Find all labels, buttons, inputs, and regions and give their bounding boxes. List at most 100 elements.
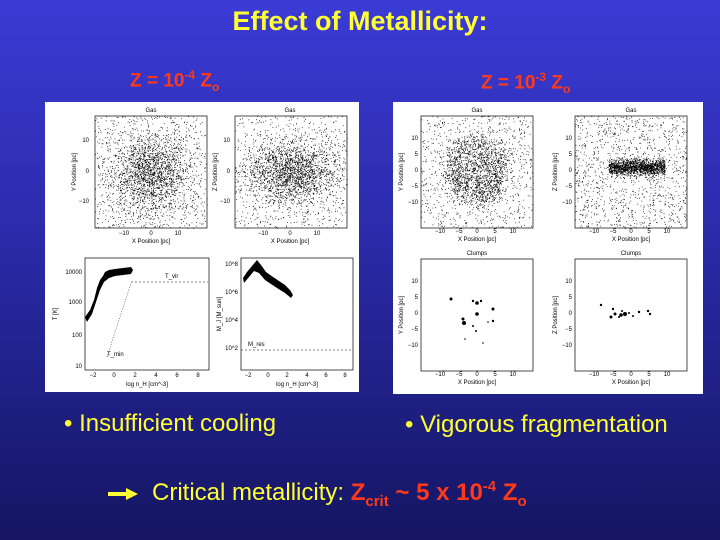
tick-label: 6 <box>175 373 179 379</box>
conclusion-line: Critical metallicity: Zcrit ~ 5 x 10-4 Z… <box>108 478 527 510</box>
axis-label: Z Position [pc] <box>553 296 559 334</box>
left-figure: Gas 10 0 −10 −10 0 10 X Position [pc] Y … <box>45 102 359 392</box>
clump-point <box>628 312 630 314</box>
tick-label: 10 <box>664 372 671 378</box>
tick-label: 8 <box>196 373 200 379</box>
clump-point <box>449 297 453 301</box>
clump-point <box>491 307 495 311</box>
tick-label: −10 <box>79 199 90 205</box>
tick-label: 4 <box>305 373 309 379</box>
tick-label: 0 <box>629 372 633 378</box>
tick-label: −5 <box>610 372 618 378</box>
clump-point <box>609 315 613 319</box>
tick-label: 4 <box>154 373 158 379</box>
left-gas-xy-plot: Gas 10 0 −10 −10 0 10 X Position [pc] Y … <box>72 108 208 245</box>
tick-label: 10^2 <box>225 346 238 352</box>
plot-title: Clumps <box>467 251 487 257</box>
tick-label: 10 <box>314 231 321 237</box>
tick-label: −10 <box>408 343 419 349</box>
axis-label: Z Position [pc] <box>553 153 559 191</box>
arrow-right-icon <box>108 487 138 500</box>
clump-point <box>611 307 615 311</box>
tick-label: 10000 <box>65 270 82 276</box>
critical-metallicity-value: Zcrit ~ 5 x 10-4 Zo <box>350 478 527 510</box>
tick-label: −10 <box>562 200 573 206</box>
tick-label: 2 <box>133 373 137 379</box>
particle-scatter <box>235 116 348 229</box>
axis-label: X Position [pc] <box>458 237 497 243</box>
tick-label: 0 <box>266 373 270 379</box>
right-bullet: • Vigorous fragmentation <box>405 411 668 438</box>
clump-point <box>491 319 495 323</box>
tick-label: 0 <box>86 169 90 175</box>
axis-label: Z Position [pc] <box>213 153 219 191</box>
tick-label: −10 <box>589 372 600 378</box>
clump-point <box>479 299 483 303</box>
clump-point <box>621 310 623 312</box>
conclusion-lead: Critical metallicity: <box>152 479 345 506</box>
clump-point <box>475 330 477 332</box>
tick-label: 0 <box>227 169 231 175</box>
tick-label: −10 <box>435 229 446 235</box>
tick-label: 8 <box>343 373 347 379</box>
tick-label: 0 <box>415 168 419 174</box>
tick-label: 5 <box>647 229 651 235</box>
clump-point <box>464 338 466 340</box>
axis-label: M_J [M_sun] <box>217 297 223 332</box>
plot-title: Gas <box>145 108 156 114</box>
clump-point <box>471 299 475 303</box>
tick-label: 0 <box>415 311 419 317</box>
particle-scatter <box>95 116 208 229</box>
tick-label: 5 <box>415 152 419 158</box>
tick-label: 10 <box>510 229 517 235</box>
tick-label: −2 <box>245 373 253 379</box>
axis-label: Y Position [pc] <box>399 296 405 335</box>
tick-label: 0 <box>569 311 573 317</box>
tick-label: −10 <box>119 231 130 237</box>
clump-point <box>462 321 466 325</box>
tick-label: 10 <box>223 138 230 144</box>
plot-title: Clumps <box>621 251 641 257</box>
axis-label: X Position [pc] <box>271 239 310 245</box>
tick-label: 10 <box>411 279 418 285</box>
clump-point <box>599 303 603 307</box>
axis-label: log n_H [cm^-3] <box>126 382 168 388</box>
tick-label: −10 <box>562 343 573 349</box>
tick-label: 5 <box>493 372 497 378</box>
tick-label: 0 <box>569 168 573 174</box>
tick-label: 10^8 <box>225 262 238 268</box>
tick-label: 0 <box>288 231 292 237</box>
tick-label: 10^4 <box>225 318 238 324</box>
right-gas-xz-plot: Gas 10 5 0 −5 −10 −10 −5 0 5 10 X Positi… <box>553 108 688 243</box>
clump-point <box>475 312 479 316</box>
tick-label: −5 <box>456 372 464 378</box>
particle-scatter <box>421 116 534 229</box>
clump-point <box>632 315 634 317</box>
tick-label: 10 <box>175 231 182 237</box>
tick-label: 0 <box>629 229 633 235</box>
tick-label: 0 <box>112 373 116 379</box>
clump-point <box>648 312 652 316</box>
right-clumps-xz-plot: Clumps 10 5 0 −5 −10 −10 −5 0 5 10 X Pos… <box>553 251 688 386</box>
left-metallicity-label: Z = 10-4 Zo <box>130 68 220 95</box>
tick-label: 10 <box>664 229 671 235</box>
tick-label: 10 <box>82 138 89 144</box>
clump-point <box>482 342 484 344</box>
clump-point <box>623 312 627 316</box>
tick-label: 5 <box>569 152 573 158</box>
clump-point <box>461 317 465 321</box>
tick-label: −10 <box>220 199 231 205</box>
tick-label: 2 <box>285 373 289 379</box>
tick-label: −10 <box>435 372 446 378</box>
clump-point <box>475 301 479 305</box>
tick-label: 10 <box>510 372 517 378</box>
tick-label: −2 <box>90 373 98 379</box>
particle-scatter <box>575 116 688 229</box>
tick-label: −5 <box>565 327 573 333</box>
clump-point <box>646 309 650 313</box>
tick-label: 10^6 <box>225 290 238 296</box>
tick-label: 5 <box>569 295 573 301</box>
tick-label: 5 <box>493 229 497 235</box>
tick-label: 10 <box>565 279 572 285</box>
tick-label: 6 <box>324 373 328 379</box>
